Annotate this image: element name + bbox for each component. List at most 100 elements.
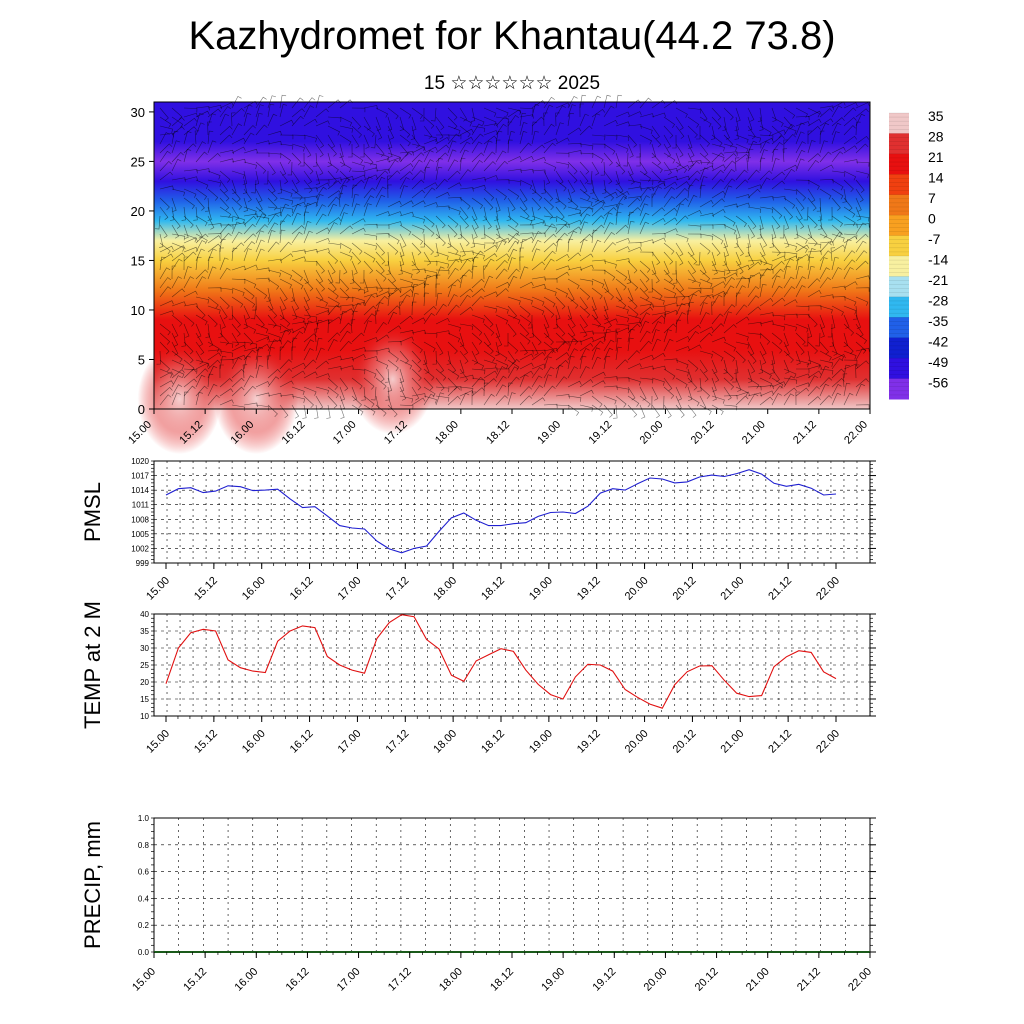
pmsl-xtick-label: 19.00 [527,575,555,603]
heatmap-ytick-label: 20 [131,204,145,219]
colorbar-label: -7 [928,231,941,247]
colorbar-swatch [889,378,909,400]
temp-xtick-label: 17.00 [336,728,364,756]
precip-xtick-label: 17.00 [335,966,363,994]
precip-panel-ylabel: PRECIP, mm [80,821,105,949]
colorbar-label: -56 [928,375,948,391]
heatmap-ytick-label: 30 [131,105,145,120]
heatmap-xtick-label: 21.00 [740,419,768,447]
pmsl-xtick-label: 18.12 [479,575,507,603]
temp-xtick-label: 15.12 [192,728,220,756]
warm-core [137,344,222,455]
heatmap-xtick-label: 21.12 [791,419,819,447]
precip-xtick-label: 19.00 [539,966,567,994]
colorbar-label: -35 [928,313,948,329]
temp-xtick-label: 17.12 [383,728,411,756]
pmsl-panel-ytick-label: 1014 [131,486,149,495]
precip-panel-ytick-label: 0.0 [138,948,150,957]
precip-xtick-label: 19.12 [590,966,618,994]
temp-xtick-label: 16.12 [288,728,316,756]
pmsl-xtick-label: 16.12 [288,575,316,603]
pmsl-panel-ytick-label: 1020 [131,457,149,466]
colorbar-swatch [889,194,909,216]
heatmap-ytick-label: 0 [138,402,145,417]
colorbar-swatch [889,256,909,277]
pmsl-xtick-label: 19.12 [575,575,603,603]
precip-panel-frame [153,817,871,953]
precip-xtick-label: 16.00 [232,966,260,994]
temp-xtick-label: 18.12 [479,728,507,756]
chart-subtitle: 15 ☆☆☆☆☆☆ 2025 [423,73,601,94]
pmsl-xtick-label: 20.00 [623,575,651,603]
precip-xtick-label: 17.12 [386,966,414,994]
temp-panel-ytick-label: 40 [140,610,149,619]
pmsl-panel-ytick-label: 1005 [131,530,149,539]
heatmap-xtick-label: 20.00 [638,419,666,447]
heatmap-ytick-label: 5 [138,352,145,367]
temp-xtick-label: 18.00 [431,728,459,756]
precip-xtick-label: 18.00 [437,966,465,994]
pmsl-xtick-label: 18.00 [431,575,459,603]
precip-xtick-label: 15.12 [181,966,209,994]
pmsl-xtick-label: 22.00 [814,575,842,603]
precip-xtick-label: 21.12 [795,966,823,994]
temp-xtick-label: 16.00 [240,728,268,756]
pmsl-panel-ytick-label: 999 [136,559,150,568]
colorbar-label: 14 [928,170,944,186]
colorbar-label: -21 [928,272,948,288]
temp-series-line [165,614,837,709]
chart-title: Kazhydromet for Khantau(44.2 73.8) [188,14,836,58]
pmsl-panel-ylabel: PMSL [80,482,105,542]
colorbar-swatch [889,215,909,237]
precip-panel-ytick-label: 0.4 [138,894,150,903]
pmsl-panel-ytick-label: 1011 [132,501,150,510]
heatmap-xtick-label: 22.00 [842,419,870,447]
pmsl-xtick-label: 16.00 [240,575,268,603]
colorbar-swatch [889,235,909,257]
temp-panel-ytick-label: 30 [140,644,149,653]
precip-xtick-label: 15.00 [130,966,158,994]
colorbar-swatch [889,113,909,134]
heatmap-xtick-label: 19.12 [586,419,614,447]
warm-core [350,324,435,435]
pmsl-panel [151,460,876,564]
heatmap-xtick-label: 18.00 [433,419,461,447]
colorbar-swatch [889,296,909,318]
heatmap-panel [137,94,871,455]
wind-barbs [155,94,870,419]
precip-xtick-label: 20.00 [642,966,670,994]
colorbar-label: 0 [928,211,936,227]
pmsl-xtick-label: 15.12 [192,575,220,603]
precip-xtick-label: 16.12 [284,966,312,994]
temp-xtick-label: 19.12 [575,728,603,756]
heatmap-ytick-label: 15 [131,253,145,268]
colorbar-swatch [889,317,909,339]
temp-panel-ytick-label: 25 [140,661,149,670]
colorbar-label: -49 [928,354,948,370]
temp-panel-ytick-label: 20 [140,678,149,687]
precip-panel [151,817,876,953]
colorbar-label: -14 [928,252,948,268]
colorbar-label: -42 [928,334,948,350]
pmsl-panel-frame [153,460,871,564]
pmsl-series-line [165,469,837,554]
colorbar-label: 7 [928,190,936,206]
colorbar [889,112,909,400]
temp-panel-ylabel: TEMP at 2 M [80,601,105,729]
colorbar-swatch [889,276,909,298]
precip-xtick-label: 22.00 [846,966,874,994]
heatmap-xtick-label: 19.00 [535,419,563,447]
temp-panel-ytick-label: 35 [140,627,149,636]
temp-panel-ytick-label: 15 [140,695,149,704]
heatmap-ytick-label: 25 [131,154,145,169]
heatmap-xtick-label: 20.12 [689,419,717,447]
temp-xtick-label: 20.00 [623,728,651,756]
heatmap-ytick-label: 10 [131,303,145,318]
temp-xtick-label: 20.12 [671,728,699,756]
colorbar-swatch [889,153,909,175]
pmsl-xtick-label: 17.12 [383,575,411,603]
pmsl-xtick-label: 15.00 [144,575,172,603]
temp-xtick-label: 19.00 [527,728,555,756]
temp-xtick-label: 21.12 [766,728,794,756]
